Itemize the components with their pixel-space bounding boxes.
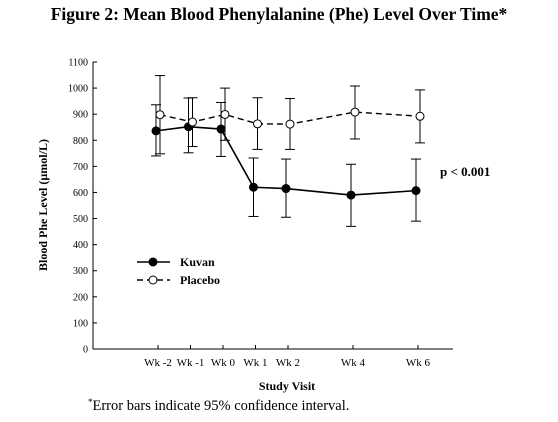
y-axis: 0 100 200 300 400 500 600 700 800 900 1000 1100 [68,58,97,356]
data-point [281,184,291,194]
data-point [151,126,161,136]
data-point [415,111,425,121]
footnote: *Error bars indicate 95% confidence inte… [88,397,349,415]
legend-placebo-marker [148,275,158,285]
y-tick-label: 800 [73,136,88,147]
series-placebo [155,75,425,155]
y-tick-label: 600 [73,188,88,199]
x-axis-label: Study Visit [259,379,315,393]
y-tick-label: 400 [73,240,88,251]
series-kuvan [151,97,421,227]
data-point [285,119,295,129]
y-tick-label: 300 [73,266,88,277]
data-point [411,186,421,196]
footnote-text: Error bars indicate 95% confidence inter… [92,398,350,414]
figure-title: Figure 2: Mean Blood Phenylalanine (Phe)… [50,4,508,24]
x-axis: Wk -2 Wk -1 Wk 0 Wk 1 Wk 2 Wk 4 Wk 6 [93,345,453,369]
data-point [253,119,262,129]
x-tick-label: Wk -1 [177,357,205,369]
x-tick-label: Wk 4 [341,357,366,369]
y-tick-label: 1000 [68,84,88,95]
y-tick-label: 900 [73,110,88,121]
legend-kuvan-label: Kuvan [180,255,215,269]
legend: Kuvan Placebo [137,255,220,287]
legend-placebo-label: Placebo [180,273,220,287]
footnote-marker: * [88,397,93,407]
p-value-annotation: p < 0.001 [440,164,490,179]
legend-kuvan-marker [148,257,158,267]
y-tick-label: 0 [83,345,88,356]
y-tick-label: 500 [73,214,88,225]
data-point [350,107,360,117]
y-tick-label: 700 [73,162,88,173]
x-tick-label: Wk 6 [406,357,431,369]
y-tick-label: 200 [73,292,88,303]
x-tick-label: Wk 1 [243,357,267,369]
y-tick-label: 100 [73,318,88,329]
data-point [216,124,226,134]
data-point [155,110,165,120]
series-layer [151,75,425,227]
data-point [188,117,197,127]
y-axis-label: Blood Phe Level (µmol/L) [36,139,50,271]
x-tick-label: Wk -2 [144,357,172,369]
y-tick-label: 1100 [68,58,88,69]
data-point [220,109,230,119]
x-tick-label: Wk 2 [276,357,300,369]
data-point [346,190,356,200]
x-tick-label: Wk 0 [211,357,236,369]
data-point [249,182,258,192]
